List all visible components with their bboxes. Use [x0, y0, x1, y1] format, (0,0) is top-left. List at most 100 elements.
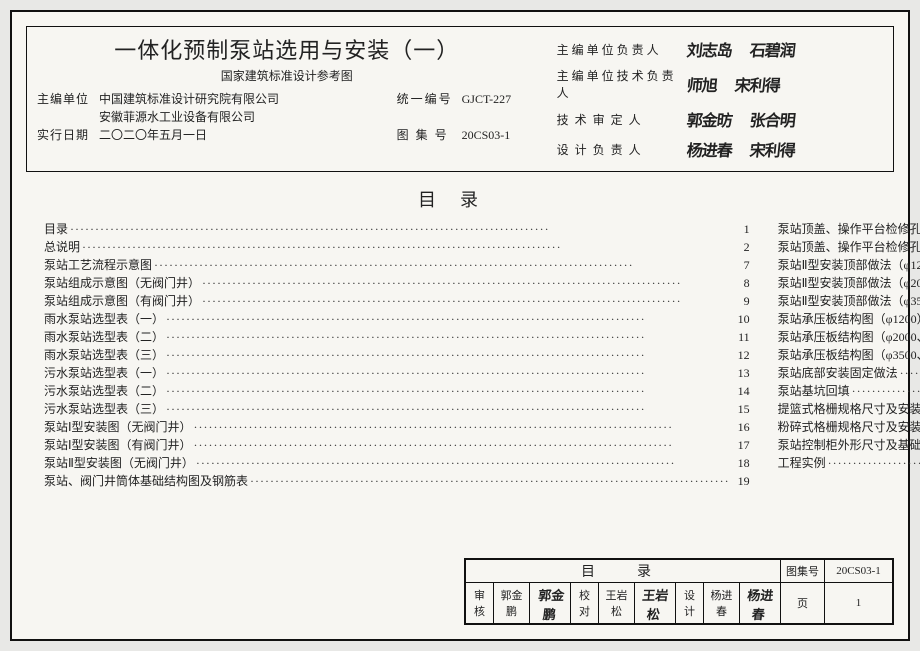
drawing-frame: 一体化预制泵站选用与安装（一） 国家建筑标准设计参考图 主编单位 中国建筑标准设…: [10, 10, 910, 641]
toc-text: 泵站控制柜外形尺寸及基础图: [778, 436, 920, 454]
doc-subtitle: 国家建筑标准设计参考图: [37, 67, 537, 84]
toc-row: 泵站承压板结构图（φ3500、φ3800、φ4200）27: [778, 346, 920, 364]
toc-row: 泵站基坑回填29: [778, 382, 920, 400]
toc-page: 19: [732, 472, 750, 490]
toc-row: 雨水泵站选型表（二） 11: [44, 328, 750, 346]
sig-row: 主编单位负责人刘志岛石碧润: [557, 37, 883, 61]
org-1: 中国建筑标准设计研究院有限公司: [99, 90, 397, 108]
toc-row: 泵站工艺流程示意图 7: [44, 256, 750, 274]
atlas-value: 20CS03-1: [462, 128, 511, 142]
sig-names: 刘志岛石碧润: [687, 37, 883, 61]
toc-text: 提篮式格栅规格尺寸及安装图: [778, 400, 920, 418]
toc-dots: [166, 400, 730, 418]
org-2: 安徽菲源水工业设备有限公司: [99, 108, 397, 126]
toc-row: 污水泵站选型表（二）14: [44, 382, 750, 400]
toc-dots: [250, 472, 730, 490]
toc-text: 泵站工艺流程示意图: [44, 256, 152, 274]
toc-dots: [166, 346, 730, 364]
toc-page: 10: [732, 310, 750, 328]
toc-row: 污水泵站选型表（三） 15: [44, 400, 750, 418]
toc-dots: [852, 382, 920, 400]
toc-page: 12: [732, 346, 750, 364]
toc-text: 污水泵站选型表（一）: [44, 364, 164, 382]
f-c6: 王岩松: [632, 583, 677, 624]
toc-dots: [202, 274, 730, 292]
f-c3: 郭金鹏: [527, 583, 572, 624]
toc-page: 7: [732, 256, 750, 274]
toc-text: 泵站组成示意图（无阀门井）: [44, 274, 200, 292]
toc-page: 15: [732, 400, 750, 418]
toc-text: 雨水泵站选型表（一）: [44, 310, 164, 328]
f-c7: 设计: [675, 583, 703, 624]
toc-text: 目录: [44, 220, 68, 238]
sig-names: 杨进春宋利得: [687, 137, 883, 161]
toc-text: 泵站Ⅱ型安装顶部做法（φ3500、φ3800、φ4200）: [778, 292, 920, 310]
signature: 师旭: [685, 72, 718, 96]
toc-text: 污水泵站选型表（三）: [44, 400, 164, 418]
toc-page: 9: [732, 292, 750, 310]
f-c9: 杨进春: [737, 583, 782, 624]
toc-row: 目录 1: [44, 220, 750, 238]
toc-text: 工程实例: [778, 454, 826, 472]
toc-text: 雨水泵站选型表（三）: [44, 346, 164, 364]
toc-row: 泵站控制柜外形尺寸及基础图32: [778, 436, 920, 454]
atlas-label: 图 集 号: [397, 126, 459, 144]
sig-label: 主编单位负责人: [557, 41, 687, 58]
toc-row: 泵站承压板结构图（φ1200）25: [778, 310, 920, 328]
f-c2: 郭金鹏: [494, 583, 530, 624]
signature: 张合明: [748, 107, 796, 131]
sig-label: 设计负责人: [557, 141, 687, 158]
signature: 刘志岛: [685, 37, 733, 61]
title-block: 一体化预制泵站选用与安装（一） 国家建筑标准设计参考图 主编单位 中国建筑标准设…: [26, 26, 894, 172]
toc-page: 1: [732, 220, 750, 238]
f-c10: 页: [781, 583, 825, 624]
footer-atlas-label: 图集号: [781, 560, 825, 583]
f-c8: 杨进春: [703, 583, 739, 624]
toc-dots: [166, 364, 730, 382]
toc-row: 泵站Ⅰ型安装图（无阀门井）16: [44, 418, 750, 436]
toc-text: 泵站承压板结构图（φ3500、φ3800、φ4200）: [778, 346, 920, 364]
toc-dots: [828, 454, 920, 472]
toc-col-left: 目录1总说明2泵站工艺流程示意图7泵站组成示意图（无阀门井）8泵站组成示意图（有…: [44, 220, 750, 552]
toc-body: 目录1总说明2泵站工艺流程示意图7泵站组成示意图（无阀门井）8泵站组成示意图（有…: [26, 220, 894, 552]
toc-dots: [194, 418, 730, 436]
toc-dots: [202, 292, 730, 310]
sig-names: 师旭宋利得: [687, 72, 883, 96]
signature: 郭金昉: [685, 107, 733, 131]
toc-page: 8: [732, 274, 750, 292]
toc-row: 总说明2: [44, 238, 750, 256]
toc-row: 雨水泵站选型表（三） 12: [44, 346, 750, 364]
toc-row: 粉碎式格栅规格尺寸及安装图31: [778, 418, 920, 436]
toc-page: 11: [732, 328, 750, 346]
doc-title: 一体化预制泵站选用与安装（一）: [37, 33, 537, 65]
toc-dots: [166, 328, 730, 346]
toc-page: 13: [732, 364, 750, 382]
org-label: 主编单位: [37, 90, 99, 108]
toc-row: 提篮式格栅规格尺寸及安装图30: [778, 400, 920, 418]
toc-row: 泵站底部安装固定做法28: [778, 364, 920, 382]
toc-text: 泵站Ⅱ型安装顶部做法（φ2000、φ3000）: [778, 274, 920, 292]
toc-row: 泵站组成示意图（无阀门井） 8: [44, 274, 750, 292]
toc-text: 泵站基坑回填: [778, 382, 850, 400]
sig-row: 主编单位技术负责人师旭宋利得: [557, 67, 883, 101]
toc-row: 泵站承压板结构图（φ2000、φ3000）26: [778, 328, 920, 346]
toc-text: 泵站、阀门井筒体基础结构图及钢筋表: [44, 472, 248, 490]
toc-row: 泵站Ⅱ型安装顶部做法（φ3500、φ3800、φ4200）24: [778, 292, 920, 310]
toc-page: 14: [732, 382, 750, 400]
toc-text: 粉碎式格栅规格尺寸及安装图: [778, 418, 920, 436]
toc-text: 雨水泵站选型表（二）: [44, 328, 164, 346]
title-left: 一体化预制泵站选用与安装（一） 国家建筑标准设计参考图 主编单位 中国建筑标准设…: [27, 27, 547, 171]
toc-row: 泵站Ⅱ型安装顶部做法（φ2000、φ3000）23: [778, 274, 920, 292]
sig-row: 设计负责人杨进春宋利得: [557, 137, 883, 161]
date-value: 二〇二〇年五月一日: [99, 126, 397, 144]
toc-text: 泵站承压板结构图（φ2000、φ3000）: [778, 328, 920, 346]
f-c1: 审核: [466, 583, 494, 624]
toc-text: 泵站Ⅰ型安装图（无阀门井）: [44, 418, 192, 436]
toc-row: 泵站Ⅱ型安装图（无阀门井）18: [44, 454, 750, 472]
toc-dots: [196, 454, 730, 472]
toc-row: 雨水泵站选型表（一） 10: [44, 310, 750, 328]
inner-frame: 一体化预制泵站选用与安装（一） 国家建筑标准设计参考图 主编单位 中国建筑标准设…: [26, 26, 894, 625]
toc-heading: 目录: [26, 186, 894, 212]
toc-dots: [154, 256, 730, 274]
code-value: GJCT-227: [462, 92, 512, 106]
